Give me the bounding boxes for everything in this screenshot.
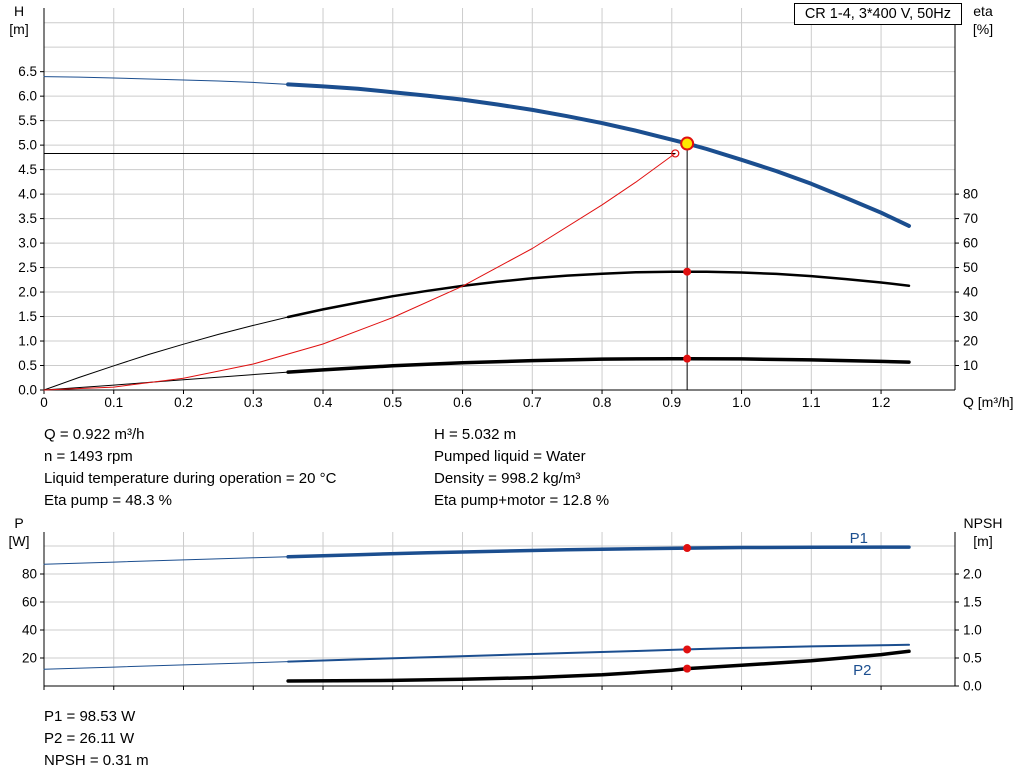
- svg-text:3.0: 3.0: [18, 236, 37, 251]
- svg-text:[m]: [m]: [973, 533, 992, 549]
- eta-pump-curve: [286, 270, 911, 319]
- svg-text:1.0: 1.0: [963, 623, 982, 638]
- svg-text:0.9: 0.9: [662, 395, 681, 410]
- svg-text:H: H: [14, 3, 24, 19]
- operating-data-left: Q = 0.922 m³/h n = 1493 rpm Liquid tempe…: [44, 424, 336, 512]
- power-npsh-chart: 20 40 60 80 0.0 0.5 1.0 1.5 2.0 P [W] NPSH [m] P1 P2: [9, 515, 1003, 694]
- info-eta-pump: Eta pump = 48.3 %: [44, 492, 172, 509]
- eta-pump-curve: [43, 316, 289, 391]
- pump-h-curve: [43, 76, 289, 85]
- p1-curve: [43, 556, 289, 565]
- svg-text:Q [m³/h]: Q [m³/h]: [963, 394, 1014, 410]
- svg-text:30: 30: [963, 309, 978, 324]
- svg-text:[W]: [W]: [9, 533, 30, 549]
- operating-point-dot: [683, 544, 692, 553]
- operating-data-right: H = 5.032 m Pumped liquid = Water Densit…: [434, 424, 609, 512]
- svg-text:70: 70: [963, 211, 978, 226]
- svg-text:1.5: 1.5: [963, 595, 982, 610]
- svg-text:0.1: 0.1: [104, 395, 123, 410]
- info-eta-pump-motor: Eta pump+motor = 12.8 %: [434, 492, 610, 509]
- eta-pump-motor-curve: [286, 356, 911, 374]
- operating-point-dot: [683, 354, 692, 363]
- svg-text:6.5: 6.5: [18, 64, 37, 79]
- svg-text:0.4: 0.4: [314, 395, 333, 410]
- svg-text:60: 60: [963, 236, 978, 251]
- svg-text:eta: eta: [973, 3, 993, 19]
- svg-text:0.6: 0.6: [453, 395, 472, 410]
- svg-text:0.5: 0.5: [963, 651, 982, 666]
- svg-text:2.0: 2.0: [963, 567, 982, 582]
- operating-point-dot: [683, 664, 692, 673]
- svg-text:4.5: 4.5: [18, 162, 37, 177]
- svg-text:0.5: 0.5: [383, 395, 402, 410]
- svg-text:6.0: 6.0: [18, 89, 37, 104]
- info-speed: n = 1493 rpm: [44, 448, 133, 465]
- power-npsh-data: P1 = 98.53 W P2 = 26.11 W NPSH = 0.31 m: [44, 706, 149, 772]
- svg-text:3.5: 3.5: [18, 211, 37, 226]
- svg-text:10: 10: [963, 358, 978, 373]
- p1-curve: [286, 545, 911, 559]
- svg-text:0.3: 0.3: [244, 395, 263, 410]
- svg-text:5.5: 5.5: [18, 113, 37, 128]
- pump-h-curve: [286, 82, 911, 228]
- svg-text:50: 50: [963, 260, 978, 275]
- svg-text:2.5: 2.5: [18, 260, 37, 275]
- svg-text:1.2: 1.2: [872, 395, 891, 410]
- svg-text:0.5: 0.5: [18, 358, 37, 373]
- svg-text:20: 20: [963, 334, 978, 349]
- svg-text:40: 40: [963, 285, 978, 300]
- operating-point-dot: [683, 645, 692, 654]
- series-label-p1: P1: [850, 530, 868, 547]
- info-head: H = 5.032 m: [434, 426, 517, 443]
- info-npsh: NPSH = 0.31 m: [44, 752, 149, 769]
- svg-text:0.0: 0.0: [18, 383, 37, 398]
- svg-text:0.7: 0.7: [523, 395, 542, 410]
- svg-text:1.1: 1.1: [802, 395, 821, 410]
- svg-text:80: 80: [963, 187, 978, 202]
- svg-text:80: 80: [22, 567, 37, 582]
- svg-text:5.0: 5.0: [18, 138, 37, 153]
- eta-pump-motor-curve: [43, 371, 289, 391]
- svg-text:0.0: 0.0: [963, 679, 982, 694]
- svg-text:0: 0: [40, 395, 48, 410]
- svg-text:4.0: 4.0: [18, 187, 37, 202]
- system-curve: [43, 153, 676, 391]
- svg-text:0.8: 0.8: [593, 395, 612, 410]
- duty-point-marker: [680, 136, 695, 151]
- info-p2: P2 = 26.11 W: [44, 730, 135, 747]
- svg-text:NPSH: NPSH: [964, 515, 1003, 531]
- svg-text:1.5: 1.5: [18, 309, 37, 324]
- info-pumped-liquid: Pumped liquid = Water: [434, 448, 586, 465]
- series-label-p2: P2: [853, 662, 871, 679]
- info-liquid-temperature: Liquid temperature during operation = 20…: [44, 470, 337, 487]
- pump-model-box: CR 1-4, 3*400 V, 50Hz: [793, 3, 962, 25]
- svg-text:0.2: 0.2: [174, 395, 193, 410]
- svg-text:[m]: [m]: [9, 21, 28, 37]
- p2-curve: [43, 661, 289, 670]
- info-density: Density = 998.2 kg/m³: [434, 470, 581, 487]
- info-flow: Q = 0.922 m³/h: [44, 426, 145, 443]
- requested-duty-marker: [671, 149, 680, 158]
- operating-point-dot: [683, 267, 692, 276]
- svg-text:40: 40: [22, 623, 37, 638]
- svg-text:P: P: [14, 515, 23, 531]
- hq-eta-chart: 0 0.1 0.2 0.3 0.4 0.5 0.6 0.7 0.8 0.9 1.0 1.1 1.2 0.0…: [9, 3, 1014, 410]
- svg-text:[%]: [%]: [973, 21, 993, 37]
- info-p1: P1 = 98.53 W: [44, 708, 136, 725]
- svg-text:2.0: 2.0: [18, 285, 37, 300]
- npsh-curve: [286, 649, 911, 683]
- svg-text:20: 20: [22, 651, 37, 666]
- svg-text:60: 60: [22, 595, 37, 610]
- svg-text:1.0: 1.0: [18, 334, 37, 349]
- svg-text:1.0: 1.0: [732, 395, 751, 410]
- p2-curve: [287, 643, 910, 663]
